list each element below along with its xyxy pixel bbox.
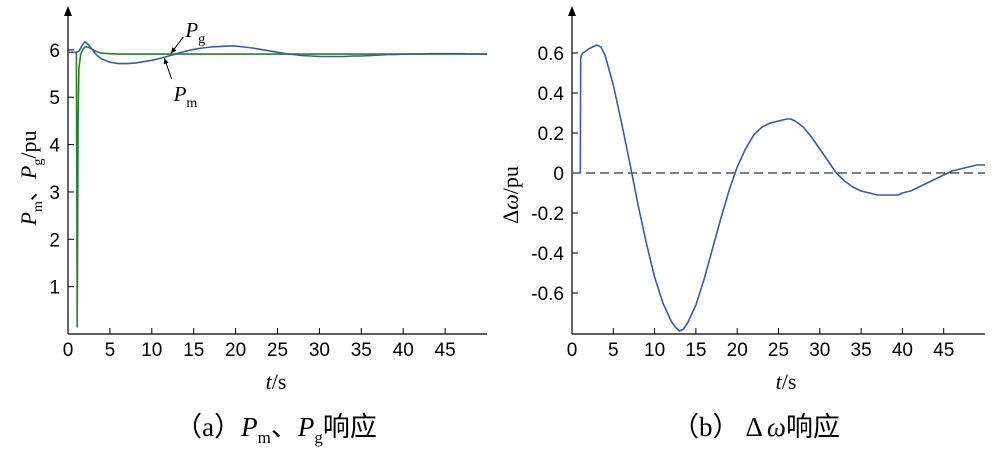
panel-a-annotation-m-var: P xyxy=(173,82,187,106)
panel-b-y-tick-label: 0 xyxy=(553,164,564,185)
panel-b-ylabel-unit: /pu xyxy=(498,166,523,194)
panel-a-caption-var1: P xyxy=(240,412,258,442)
panel-b-y-arrow xyxy=(568,6,576,16)
panel-a-y-tick-label: 4 xyxy=(49,136,60,157)
panel-b-x-tick-label: 45 xyxy=(933,340,954,361)
panel-a-xlabel-var: t xyxy=(266,369,273,394)
panel-a-x-tick-label: 10 xyxy=(141,340,162,361)
panel-b-ylabel-var: ω xyxy=(498,194,523,210)
panel-a-x-tick-label: 45 xyxy=(435,340,456,361)
panel-b-y-tick-label: 0.2 xyxy=(538,124,564,145)
panel-b-x-tick-label: 0 xyxy=(567,340,578,361)
panel-b-xlabel-var: t xyxy=(776,369,783,394)
panel-a-x-tick-label: 20 xyxy=(225,340,246,361)
panel-a-y-arrow xyxy=(64,6,72,16)
panel-b-x-tick-label: 40 xyxy=(892,340,913,361)
panel-b-x-tick-label: 5 xyxy=(608,340,619,361)
panel-a-caption-sub2: g xyxy=(314,428,323,447)
panel-a-y-tick-label: 5 xyxy=(49,88,60,109)
panel-a-y-tick-label: 1 xyxy=(49,278,60,299)
panel-b-series xyxy=(572,44,985,332)
panel-a-xlabel: t/s xyxy=(266,369,287,394)
panel-b-y-tick-label: -0.4 xyxy=(531,244,564,265)
panel-a-ylabel-sep: 、 xyxy=(16,179,41,201)
panel-b-y-tick-label: -0.6 xyxy=(531,284,564,305)
panel-a-ylabel-var2: P xyxy=(16,166,41,180)
panel-a-ylabel-sub2: g xyxy=(31,159,46,166)
panel-a-x-tick-label: 0 xyxy=(63,340,74,361)
panel-a-annotation-g-sub: g xyxy=(198,32,205,47)
panel-a-ylabel-var1: P xyxy=(16,212,41,226)
panel-a-annotation-m-sub: m xyxy=(186,96,197,111)
panel-a-caption: （a）Pm、Pg响应 xyxy=(175,412,377,447)
panel-a-x-tick-label: 30 xyxy=(309,340,330,361)
panel-a-xlabel-unit: /s xyxy=(272,369,287,394)
panel-a-ylabel-sub1: m xyxy=(31,201,46,212)
panel-a-caption-var2: P xyxy=(297,412,315,442)
panel-a-caption-sep: 、 xyxy=(271,412,298,442)
panel-a-series-pm-line xyxy=(68,41,487,65)
panel-a-annotation-g-var: P xyxy=(184,18,198,42)
panel-a-caption-sub1: m xyxy=(258,428,271,447)
panel-a-ylabel-unit: /pu xyxy=(16,131,41,159)
panel-b-y-tick-label: 0.4 xyxy=(538,84,565,105)
panel-a-annotation-m-arrowhead xyxy=(163,58,169,65)
panel-a-series xyxy=(68,41,487,328)
panel-b-ylabel: Δω/pu xyxy=(498,166,523,224)
panel-b-series--line xyxy=(572,44,985,332)
panel-b-y-tick-label: -0.2 xyxy=(531,204,564,225)
panel-a-y-tick-label: 6 xyxy=(49,41,60,62)
panel-a-x-tick-label: 35 xyxy=(351,340,372,361)
panel-a-axes xyxy=(64,6,487,335)
panel-a-annotation-g-arrowhead xyxy=(171,47,177,54)
panel-b-caption-prefix: （b） xyxy=(672,412,740,442)
panel-b-ylabel-prefix: Δ xyxy=(498,210,523,224)
panel-a-annotation-g-label: Pg xyxy=(184,18,205,47)
panel-a-x-tick-label: 5 xyxy=(105,340,116,361)
panel-a-annotation-m-label: Pm xyxy=(173,82,198,111)
panel-b-x-tick-label: 25 xyxy=(768,340,789,361)
panel-b-ticks: 0 5 10 15 20 25 30 35 40 45 0.6 0.4 0.2 0 -0.2 -0.4 -0.6 xyxy=(531,44,954,361)
panel-b-xlabel: t/s xyxy=(776,369,797,394)
panel-b-x-tick-label: 10 xyxy=(644,340,665,361)
panel-b-caption-suffix: 响应 xyxy=(786,412,840,442)
panel-a-x-tick-label: 25 xyxy=(267,340,288,361)
panel-a-x-tick-label: 40 xyxy=(393,340,414,361)
panel-a-caption-suffix: 响应 xyxy=(323,412,377,442)
panel-b-x-tick-label: 15 xyxy=(685,340,706,361)
panel-a-y-tick-label: 3 xyxy=(49,183,60,204)
panel-b-x-tick-label: 20 xyxy=(727,340,748,361)
panel-b-xlabel-unit: /s xyxy=(782,369,797,394)
panel-a-series-pg-line xyxy=(68,45,487,328)
panel-b-caption-var: ω xyxy=(767,412,786,442)
panel-a-caption-prefix: （a） xyxy=(175,412,241,442)
panel-b-caption-delta: Δ xyxy=(746,412,763,442)
panel-a-ylabel: Pm、Pg/pu xyxy=(16,131,46,227)
panel-a-x-tick-label: 15 xyxy=(183,340,204,361)
panel-b-y-tick-label: 0.6 xyxy=(538,44,564,65)
panel-b: 0 5 10 15 20 25 30 35 40 45 0.6 0.4 0.2 0 -0.2 -0.4 -0.6… xyxy=(498,6,985,442)
panel-a-y-tick-label: 2 xyxy=(49,230,60,251)
panel-b-x-tick-label: 30 xyxy=(809,340,830,361)
panel-b-x-tick-label: 35 xyxy=(851,340,872,361)
